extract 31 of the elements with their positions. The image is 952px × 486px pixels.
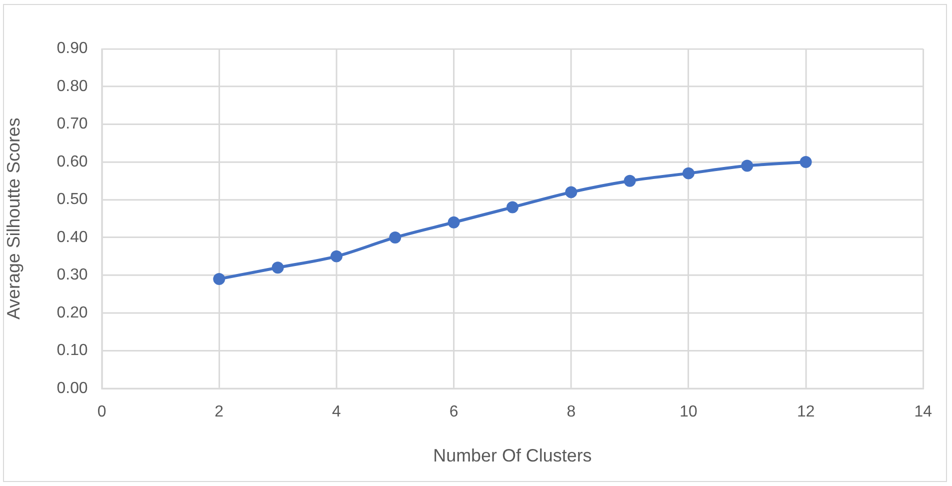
point	[624, 174, 636, 187]
y-tick-label: 0.50	[56, 191, 88, 208]
y-tick-label: 0.40	[56, 228, 88, 246]
y-tick-label: 0.80	[56, 78, 88, 95]
x-tick-label: 8	[566, 403, 576, 420]
y-tick-label: 0.30	[56, 266, 88, 284]
x-tick-label: 10	[680, 403, 698, 420]
point	[213, 272, 226, 285]
y-tick-label: 0.60	[56, 153, 88, 170]
x-tick-label: 12	[796, 403, 815, 420]
y-tick-label: 0.20	[56, 304, 88, 322]
point	[682, 167, 694, 180]
point	[506, 201, 518, 214]
point	[565, 186, 578, 198]
point	[448, 216, 460, 228]
y-tick-label: 0.00	[56, 380, 88, 397]
x-tick-label: 2	[214, 403, 224, 420]
x-tick-label: 6	[449, 403, 458, 420]
x-tick-label: 0	[97, 403, 106, 420]
y-tick-label: 0.90	[56, 40, 88, 58]
point	[741, 160, 754, 172]
x-tick-label: 4	[332, 403, 342, 420]
point	[330, 250, 342, 262]
y-axis-title: Average Silhoutte Scores	[4, 118, 24, 320]
point	[800, 156, 812, 168]
y-tick-label: 0.10	[56, 342, 88, 360]
point	[389, 231, 402, 244]
point	[272, 262, 284, 274]
y-tick-label: 0.70	[56, 116, 88, 133]
x-tick-label: 14	[914, 403, 932, 420]
x-axis-title: Number Of Clusters	[433, 445, 592, 466]
